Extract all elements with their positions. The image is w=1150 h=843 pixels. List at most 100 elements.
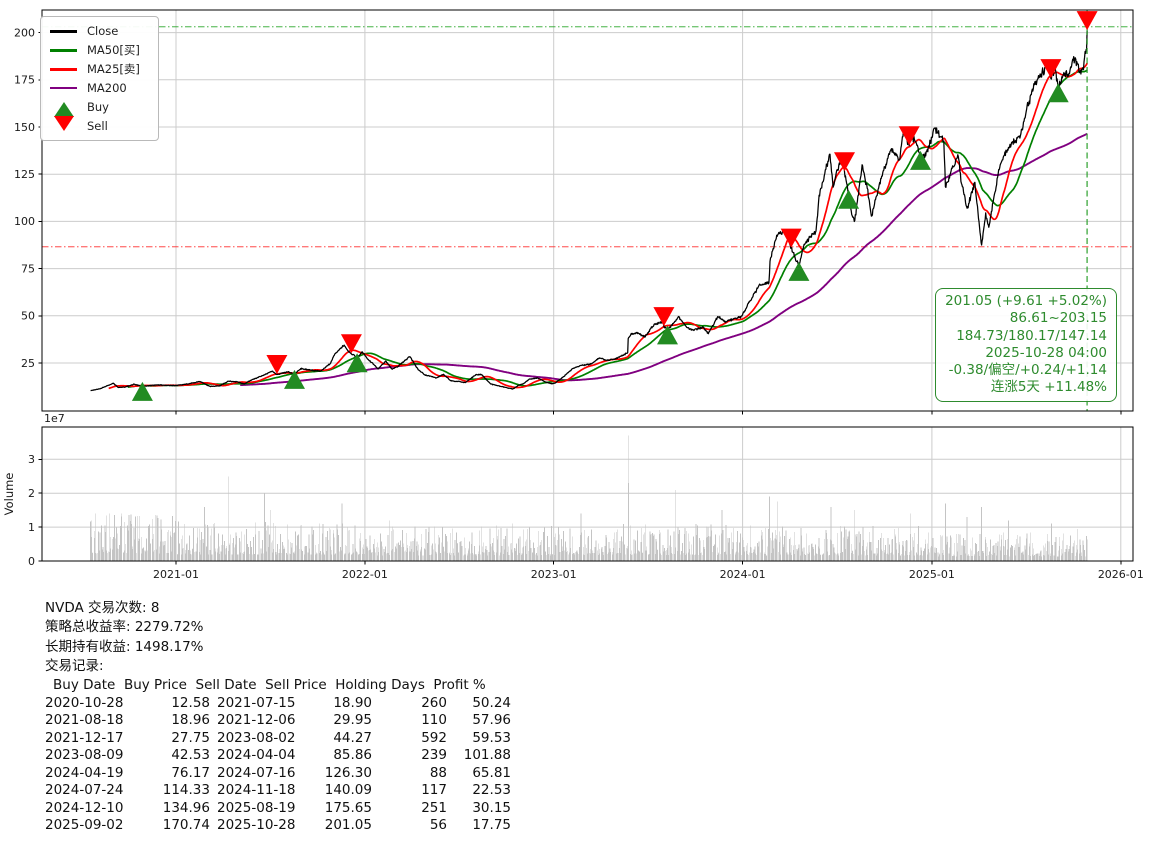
svg-text:175: 175 (14, 74, 35, 87)
trade-cell: 18.90 (333, 695, 372, 711)
svg-text:75: 75 (21, 262, 35, 275)
legend-item-close: Close (47, 22, 152, 41)
trade-cell: 12.58 (171, 695, 210, 711)
trade-cell: 110 (421, 712, 447, 729)
price-axis-labels: 25 50 75 100 125 150 175 200 (14, 26, 35, 369)
last-day-annotation: 201.05 (+9.61 +5.02%) 86.61~203.15 184.7… (935, 288, 1117, 402)
trade-cell: 44.27 (333, 729, 372, 746)
svg-text:100: 100 (14, 215, 35, 228)
sell-markers (266, 11, 1098, 374)
strategy-return-line: 策略总收益率: 2279.72% (45, 619, 204, 636)
svg-text:2022-01: 2022-01 (342, 568, 388, 581)
trade-cell: 2025-09-02 (45, 817, 124, 834)
trade-count-line: NVDA 交易次数: 8 (45, 600, 160, 616)
trade-cell: 2024-07-24 (45, 782, 124, 799)
trade-cell: 2025-10-28 (217, 817, 296, 834)
trade-cell: 22.53 (472, 782, 511, 799)
trade-cell: 140.09 (324, 782, 372, 799)
legend-item-ma50: MA50[买] (47, 41, 152, 60)
trade-row: 2020-10-28 12.58 2021-07-15 18.90 260 50.24 (45, 695, 511, 712)
trade-cell: 260 (421, 695, 447, 711)
svg-text:150: 150 (14, 121, 35, 134)
trade-row: 2024-07-24 114.33 2024-11-18 140.09 117 22.53 (45, 782, 511, 799)
buy-marker (838, 189, 860, 209)
volume-panel (41, 426, 1134, 562)
trade-cell: 2024-11-18 (217, 782, 296, 799)
sell-marker (340, 334, 362, 354)
trade-cell: 175.65 (324, 799, 372, 816)
legend-item-buy: Buy (47, 98, 152, 117)
ma200-line-swatch (47, 86, 80, 90)
svg-text:2024-01: 2024-01 (720, 568, 766, 581)
annotation-ma-values: 184.73/180.17/147.14 (956, 327, 1107, 344)
sell-marker (266, 355, 288, 374)
trade-cell: 2024-07-16 (217, 764, 296, 781)
trades-header: Buy Date Buy Price Sell Date Sell Price … (53, 677, 486, 693)
sell-marker (1040, 59, 1062, 79)
trade-cell: 2021-12-06 (217, 712, 296, 729)
strategy-stats: NVDA 交易次数: 8 策略总收益率: 2279.72% 长期持有收益: 14… (45, 599, 204, 676)
legend-label: MA50[买] (87, 43, 140, 58)
buy-marker (131, 381, 153, 401)
chart-legend: Close MA50[买] MA25[卖] MA200 Buy Sell (40, 16, 159, 142)
trade-cell: 114.33 (162, 782, 210, 799)
svg-text:50: 50 (21, 310, 35, 323)
trade-cell: 2021-07-15 (217, 695, 296, 711)
buy-marker (284, 369, 305, 389)
trade-cell: 2025-08-19 (217, 799, 296, 816)
close-line-swatch (47, 30, 80, 33)
buy-marker (1047, 83, 1069, 103)
volume-axis-labels: 0 1 2 3 (28, 453, 35, 568)
trade-cell: 76.17 (171, 764, 210, 781)
trade-cell: 134.96 (162, 799, 210, 816)
svg-text:2025-01: 2025-01 (909, 568, 955, 581)
trade-cell: 2024-04-04 (217, 747, 296, 764)
svg-text:125: 125 (14, 168, 35, 181)
trade-cell: 85.86 (333, 747, 372, 764)
x-axis-labels: 2021-01 2022-01 2023-01 2024-01 2025-01 2026-… (153, 568, 1144, 581)
trade-cell: 2021-12-17 (45, 729, 124, 746)
trade-cell: 2021-08-18 (45, 712, 124, 729)
volume-scale-label: 1e7 (44, 412, 65, 425)
trade-row: 2023-08-09 42.53 2024-04-04 85.86 239 101.88 (45, 747, 511, 764)
trade-cell: 18.96 (171, 712, 210, 729)
trade-cell: 27.75 (171, 729, 210, 746)
trade-row: 2021-08-18 18.96 2021-12-06 29.95 110 57.96 (45, 712, 511, 729)
buyhold-return-line: 长期持有收益: 1498.17% (45, 638, 204, 655)
legend-label: MA25[卖] (87, 62, 140, 77)
gridlines (42, 10, 1133, 562)
trades-body: 2020-10-28 12.58 2021-07-15 18.90 260 50.24 20… (45, 695, 511, 835)
sell-marker (780, 228, 802, 248)
ma200-line (239, 132, 1088, 387)
sell-marker (1076, 11, 1098, 31)
legend-item-ma200: MA200 (47, 79, 152, 98)
annotation-bias: -0.38/偏空/+0.24/+1.14 (948, 362, 1107, 379)
buy-marker (657, 325, 678, 345)
trades-table: Buy Date Buy Price Sell Date Sell Price … (45, 677, 511, 835)
svg-text:0: 0 (28, 555, 35, 568)
legend-label: Sell (87, 118, 108, 133)
trade-cell: 2024-04-19 (45, 764, 124, 781)
svg-text:25: 25 (21, 357, 35, 370)
annotation-streak: 连涨5天 +11.48% (990, 379, 1107, 396)
trade-cell: 57.96 (472, 712, 511, 729)
annotation-52w-range: 86.61~203.15 (1009, 310, 1107, 327)
buy-triangle-icon (47, 101, 80, 117)
ma50-line-swatch (47, 49, 80, 52)
sell-marker (834, 152, 855, 172)
ma25-line (108, 62, 1088, 390)
svg-text:3: 3 (28, 453, 35, 466)
volume-axis-title: Volume (2, 473, 16, 516)
trade-cell: 17.75 (472, 817, 511, 834)
trade-cell: 2023-08-02 (217, 729, 296, 746)
annotation-datetime: 2025-10-28 04:00 (985, 344, 1107, 361)
trade-cell: 2020-10-28 (45, 695, 124, 711)
buy-marker (910, 150, 931, 170)
svg-text:2: 2 (28, 487, 35, 500)
trade-cell: 42.53 (171, 747, 210, 764)
legend-label: Buy (87, 100, 109, 114)
trade-cell: 88 (429, 764, 447, 781)
legend-item-sell: Sell (47, 116, 152, 135)
trade-cell: 59.53 (472, 729, 511, 746)
buy-markers (131, 83, 1069, 401)
